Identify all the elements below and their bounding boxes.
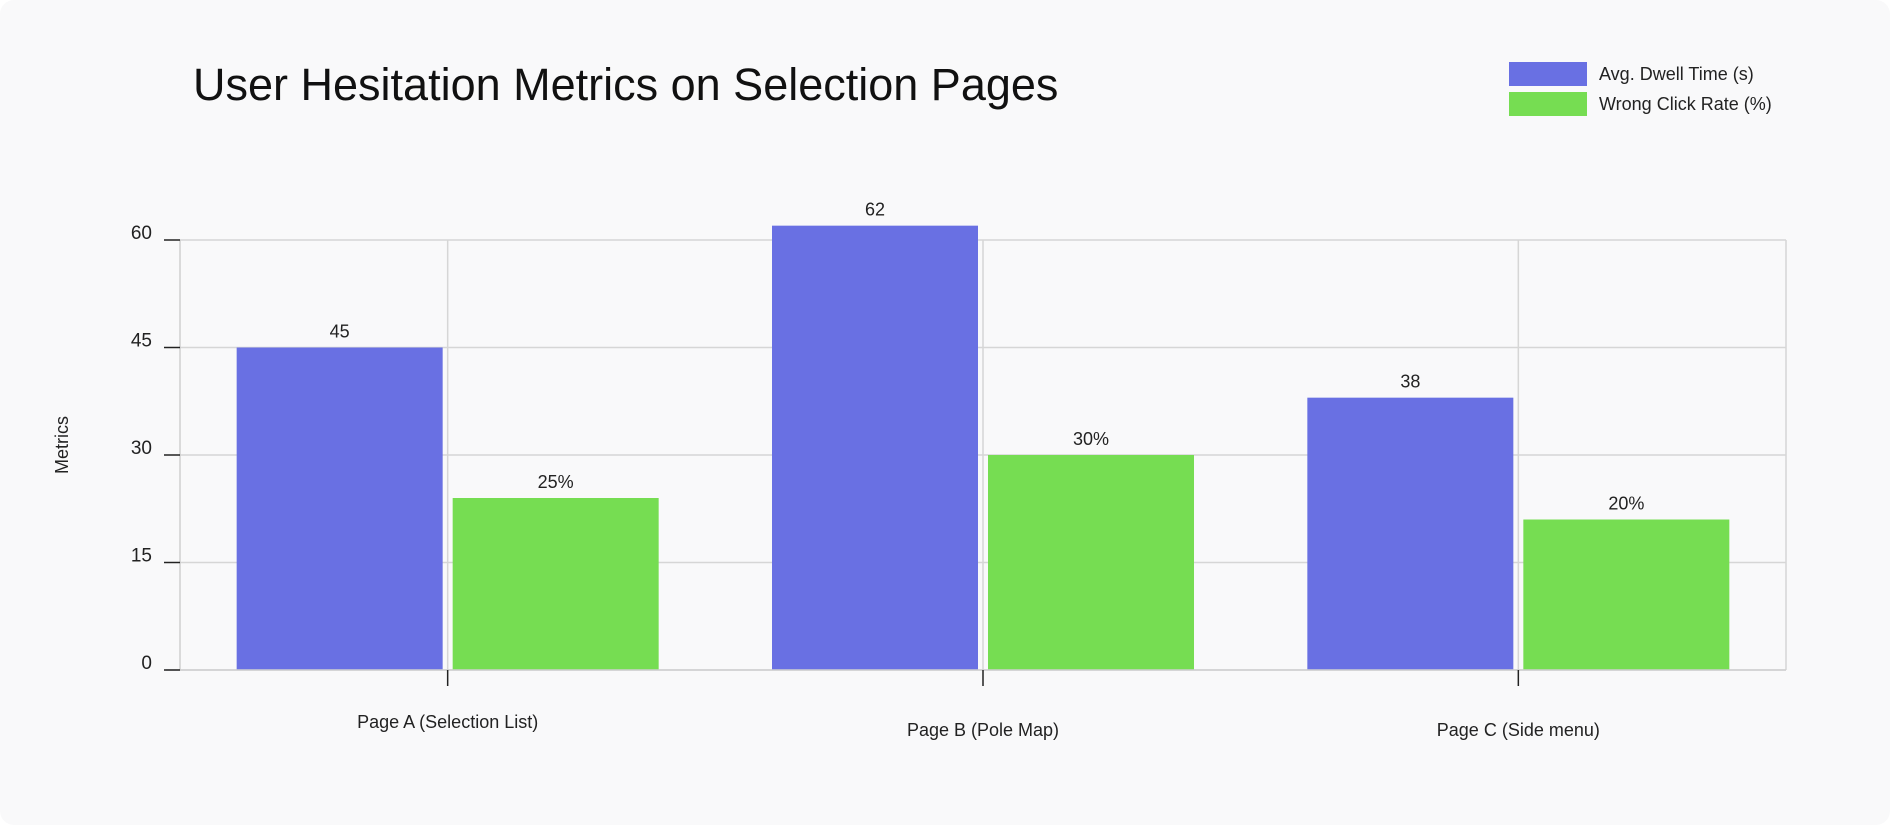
data-label-wrong-click-rate-0: 25%	[538, 472, 574, 492]
bars	[236, 225, 1730, 670]
bar-dwell-time-1	[772, 225, 978, 670]
legend-label-dwell-time: Avg. Dwell Time (s)	[1599, 63, 1754, 84]
x-tick-label-2: Page C (Side menu)	[1437, 720, 1600, 740]
bar-dwell-time-0	[236, 347, 443, 670]
data-label-dwell-time-1: 62	[865, 200, 885, 220]
x-tick-label-1: Page B (Pole Map)	[907, 720, 1059, 740]
axes	[164, 239, 1786, 686]
data-label-dwell-time-2: 38	[1400, 372, 1420, 392]
bar-dwell-time-2	[1307, 397, 1514, 670]
legend-swatch-wrong-click-rate	[1509, 92, 1587, 116]
y-axis-title: Metrics	[52, 416, 72, 474]
chart-title: User Hesitation Metrics on Selection Pag…	[193, 59, 1059, 110]
legend-swatch-dwell-time	[1509, 62, 1587, 86]
y-tick-label-45: 45	[131, 331, 152, 352]
y-tick-label-0: 0	[141, 653, 152, 674]
bar-wrong-click-rate-1	[988, 455, 1194, 670]
y-tick-label-60: 60	[131, 223, 152, 244]
legend: Avg. Dwell Time (s) Wrong Click Rate (%)	[1509, 59, 1772, 119]
data-label-wrong-click-rate-2: 20%	[1608, 494, 1644, 514]
bar-wrong-click-rate-0	[452, 498, 659, 670]
y-tick-label-15: 15	[131, 546, 152, 567]
labels: 45 25% 62 30% 38 20% 0 15 30 45 60 Page A (Selectio…	[52, 200, 1644, 740]
data-label-dwell-time-0: 45	[330, 322, 350, 342]
data-label-wrong-click-rate-1: 30%	[1073, 429, 1109, 449]
y-tick-label-30: 30	[131, 438, 152, 459]
bar-wrong-click-rate-2	[1523, 519, 1730, 670]
legend-item-wrong-click-rate: Wrong Click Rate (%)	[1509, 89, 1772, 119]
x-tick-label-0: Page A (Selection List)	[357, 712, 538, 732]
legend-label-wrong-click-rate: Wrong Click Rate (%)	[1599, 93, 1772, 114]
legend-item-dwell-time: Avg. Dwell Time (s)	[1509, 59, 1772, 89]
